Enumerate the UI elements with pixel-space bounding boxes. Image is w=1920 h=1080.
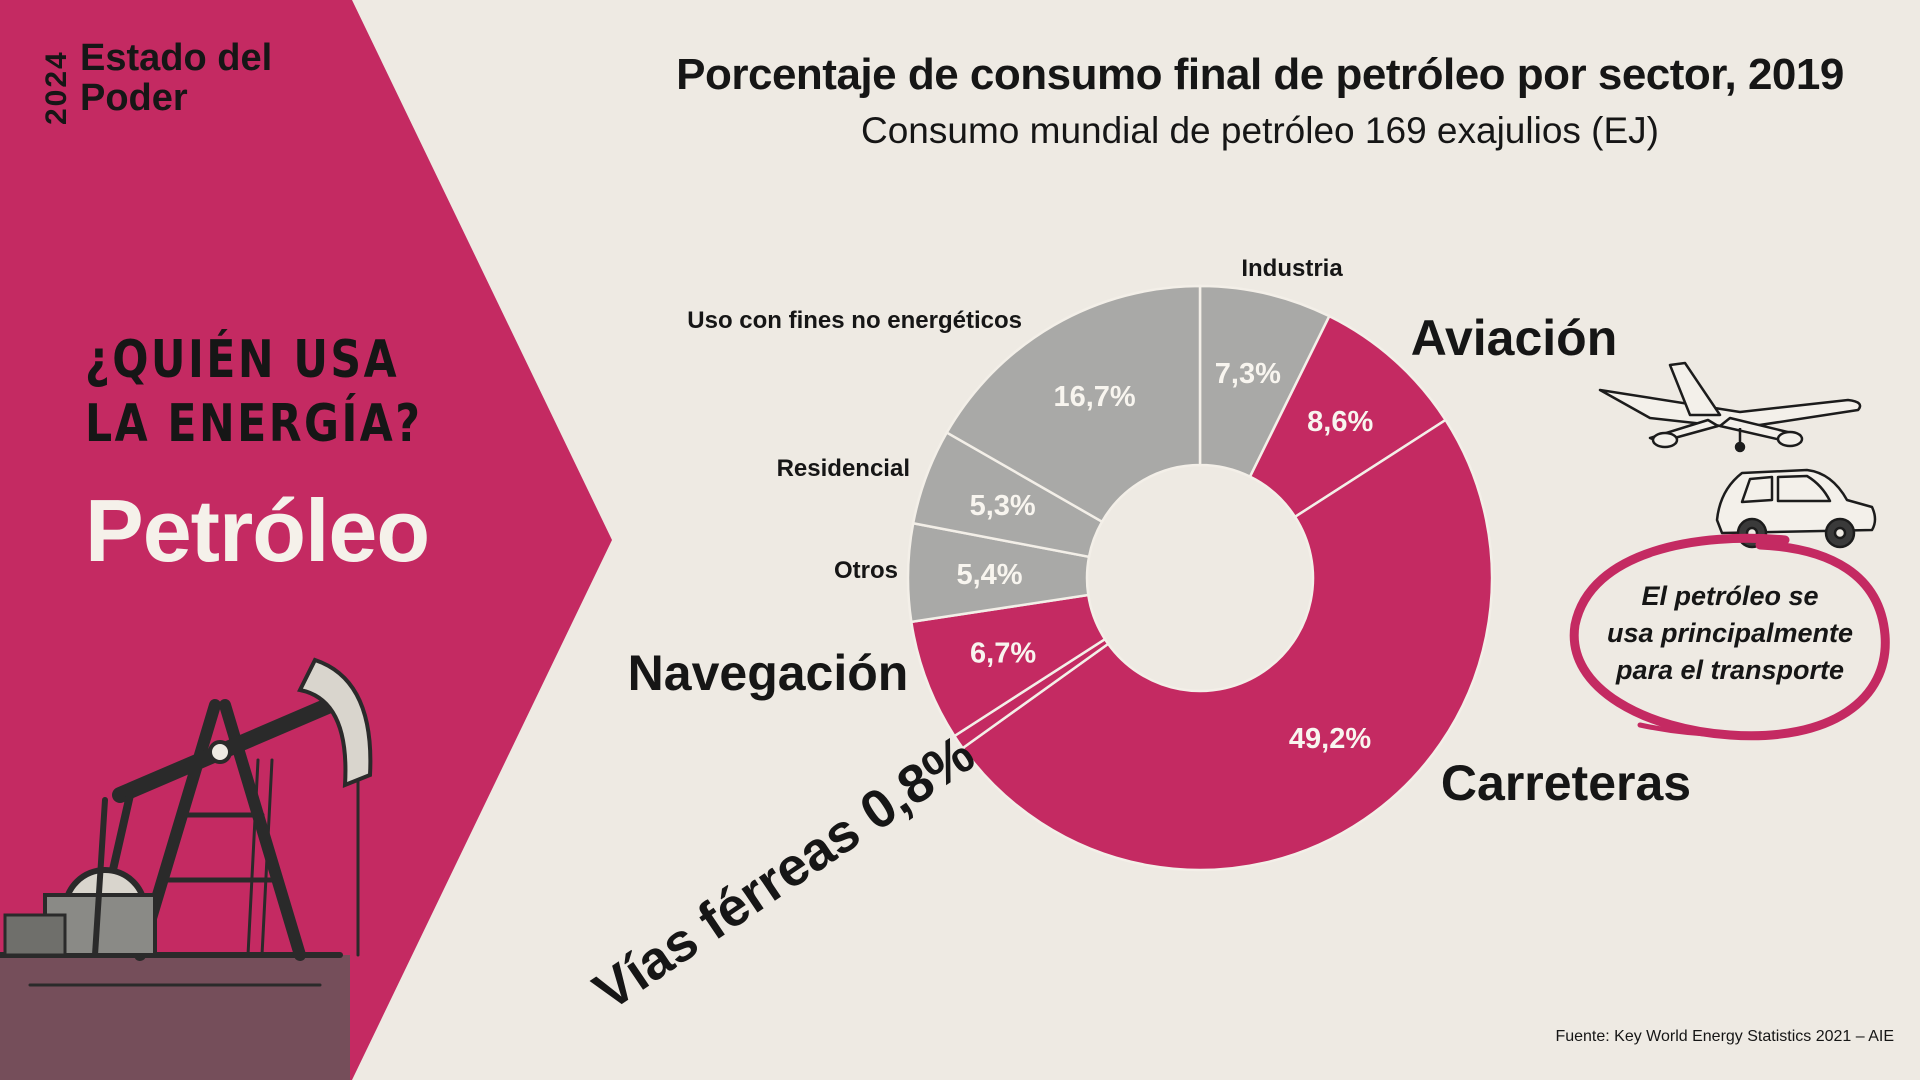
- value-label-uso-con-fines-no-energeticos: 16,7%: [1053, 381, 1135, 413]
- chart-subtitle: Consumo mundial de petróleo 169 exajulio…: [861, 110, 1659, 151]
- name-label-industria: Industria: [1241, 255, 1343, 282]
- annotation-note: El petróleo se usa principalmente para e…: [1585, 578, 1875, 689]
- value-label-carreteras: 49,2%: [1289, 723, 1371, 755]
- left-panel: [0, 0, 612, 1080]
- donut-slices: [906, 284, 1494, 872]
- brand-name-line1: Estado del: [80, 37, 273, 79]
- headline-subject: Petróleo: [85, 481, 430, 580]
- name-label-vias-ferreas: Vías férreas 0,8%: [583, 724, 985, 1022]
- headline-line2: LA ENERGÍA?: [85, 394, 423, 454]
- pink-arrow-shape: [0, 0, 612, 1080]
- chart-title: Porcentaje de consumo final de petróleo …: [676, 50, 1844, 99]
- brand-name-line2: Poder: [80, 77, 188, 119]
- value-label-residencial: 5,3%: [970, 490, 1036, 522]
- name-label-residencial: Residencial: [777, 455, 910, 482]
- slice-uso-con-fines-no-energeticos: [945, 284, 1202, 524]
- value-label-aviacion: 8,6%: [1307, 406, 1373, 438]
- oil-pump-icon: [0, 657, 373, 1080]
- name-label-uso-con-fines-no-energeticos: Uso con fines no energéticos: [687, 307, 1022, 334]
- name-label-otros: Otros: [834, 557, 898, 584]
- headline-line1: ¿QUIÉN USA: [85, 330, 400, 390]
- name-label-navegacion: Navegación: [628, 645, 909, 701]
- headline-question: ¿QUIÉN USA LA ENERGÍA?: [85, 328, 429, 456]
- annotation-line3: para el transporte: [1615, 655, 1845, 685]
- airplane-icon: [1598, 361, 1862, 453]
- slice-aviacion: [1248, 314, 1448, 519]
- slice-value-labels: 7,3% 8,6% 49,2% 6,7% 5,4% 5,3% 16,7%: [956, 358, 1373, 755]
- source-note: Fuente: Key World Energy Statistics 2021…: [1555, 1028, 1894, 1045]
- brand-name: Estado del Poder: [80, 38, 340, 118]
- name-label-aviacion: Aviación: [1411, 310, 1618, 366]
- annotation-ellipse: [1569, 533, 1890, 741]
- car-icon: [1715, 468, 1877, 549]
- name-label-carreteras: Carreteras: [1441, 755, 1691, 811]
- annotation-line1: El petróleo se: [1641, 581, 1819, 611]
- value-label-otros: 5,4%: [956, 559, 1022, 591]
- annotation-line2: usa principalmente: [1606, 618, 1854, 648]
- slice-carreteras: [960, 418, 1494, 872]
- value-label-industria: 7,3%: [1215, 358, 1281, 390]
- value-label-navegacion: 6,7%: [970, 637, 1036, 669]
